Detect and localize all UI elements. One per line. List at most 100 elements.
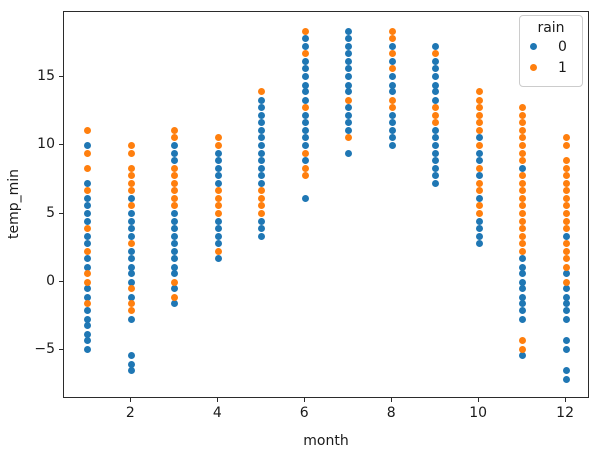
data-point <box>301 65 309 73</box>
data-point <box>84 165 92 173</box>
data-point <box>301 28 309 36</box>
data-point <box>519 293 527 301</box>
x-tick-label: 8 <box>386 405 396 421</box>
legend-marker-orange-icon <box>530 64 537 71</box>
data-point <box>475 225 483 233</box>
data-point <box>171 225 179 233</box>
data-point <box>171 156 179 164</box>
data-point <box>562 307 570 315</box>
data-point <box>432 73 440 81</box>
legend-entry-label: 0 <box>558 39 567 55</box>
legend-marker-blue-icon <box>530 43 537 50</box>
data-point <box>388 50 396 58</box>
data-point <box>84 202 92 209</box>
data-point <box>214 186 222 194</box>
data-point <box>214 171 222 179</box>
y-tick-mark <box>59 281 63 283</box>
data-point <box>171 141 179 149</box>
x-tick-label: 6 <box>299 405 309 421</box>
data-point <box>519 240 527 248</box>
data-point <box>84 210 92 218</box>
data-point <box>519 111 527 119</box>
data-point <box>171 240 179 248</box>
data-point <box>345 28 353 36</box>
data-point <box>84 225 92 233</box>
data-point <box>171 300 179 308</box>
data-point <box>301 126 309 134</box>
data-point <box>127 218 135 226</box>
data-point <box>214 233 222 241</box>
data-point <box>84 186 92 194</box>
data-point <box>345 65 353 73</box>
y-tick-label: 10 <box>37 136 55 153</box>
data-point <box>214 210 222 218</box>
data-point <box>127 150 135 158</box>
data-point <box>127 248 135 256</box>
data-point <box>475 111 483 119</box>
data-point <box>301 118 309 126</box>
data-point <box>171 171 179 179</box>
data-point <box>388 28 396 36</box>
data-point <box>475 180 483 188</box>
data-point <box>258 118 266 126</box>
data-point <box>345 81 353 89</box>
data-point <box>127 278 135 286</box>
data-point <box>301 103 309 111</box>
data-point <box>171 285 179 293</box>
data-point <box>432 58 440 66</box>
data-point <box>171 186 179 194</box>
x-tick-mark <box>217 398 219 402</box>
data-point <box>562 255 570 263</box>
data-point <box>301 58 309 66</box>
data-point <box>127 307 135 315</box>
y-tick-mark <box>59 75 63 77</box>
data-point <box>171 218 179 226</box>
data-point <box>127 300 135 308</box>
data-point <box>432 133 440 141</box>
data-point <box>432 126 440 134</box>
data-point <box>84 322 92 330</box>
data-point <box>432 81 440 89</box>
data-point <box>432 96 440 104</box>
data-point <box>388 118 396 126</box>
data-point <box>301 141 309 149</box>
x-tick-label: 4 <box>212 405 222 421</box>
data-point <box>562 278 570 286</box>
data-point <box>388 35 396 43</box>
data-point <box>258 165 266 173</box>
data-point <box>301 133 309 141</box>
data-point <box>562 315 570 323</box>
data-point <box>519 156 527 164</box>
data-point <box>519 255 527 263</box>
data-point <box>345 73 353 81</box>
data-point <box>84 218 92 226</box>
data-point <box>432 141 440 149</box>
data-point <box>562 263 570 271</box>
data-point <box>127 210 135 218</box>
data-point <box>388 96 396 104</box>
data-point <box>301 73 309 81</box>
data-point <box>127 202 135 209</box>
data-point <box>171 278 179 286</box>
x-tick-label: 2 <box>125 405 135 421</box>
data-point <box>84 180 92 188</box>
data-point <box>475 240 483 248</box>
data-point <box>519 337 527 345</box>
data-point <box>345 43 353 51</box>
data-point <box>345 150 353 158</box>
data-point <box>475 141 483 149</box>
data-point <box>519 103 527 111</box>
data-point <box>214 156 222 164</box>
data-point <box>519 307 527 315</box>
data-point <box>562 285 570 293</box>
data-point <box>519 186 527 194</box>
data-point <box>127 233 135 241</box>
data-point <box>432 156 440 164</box>
data-point <box>475 126 483 134</box>
data-point <box>301 111 309 119</box>
data-point <box>258 180 266 188</box>
data-point <box>475 171 483 179</box>
data-point <box>432 65 440 73</box>
plot-area <box>63 11 589 398</box>
y-tick-mark <box>59 212 63 214</box>
